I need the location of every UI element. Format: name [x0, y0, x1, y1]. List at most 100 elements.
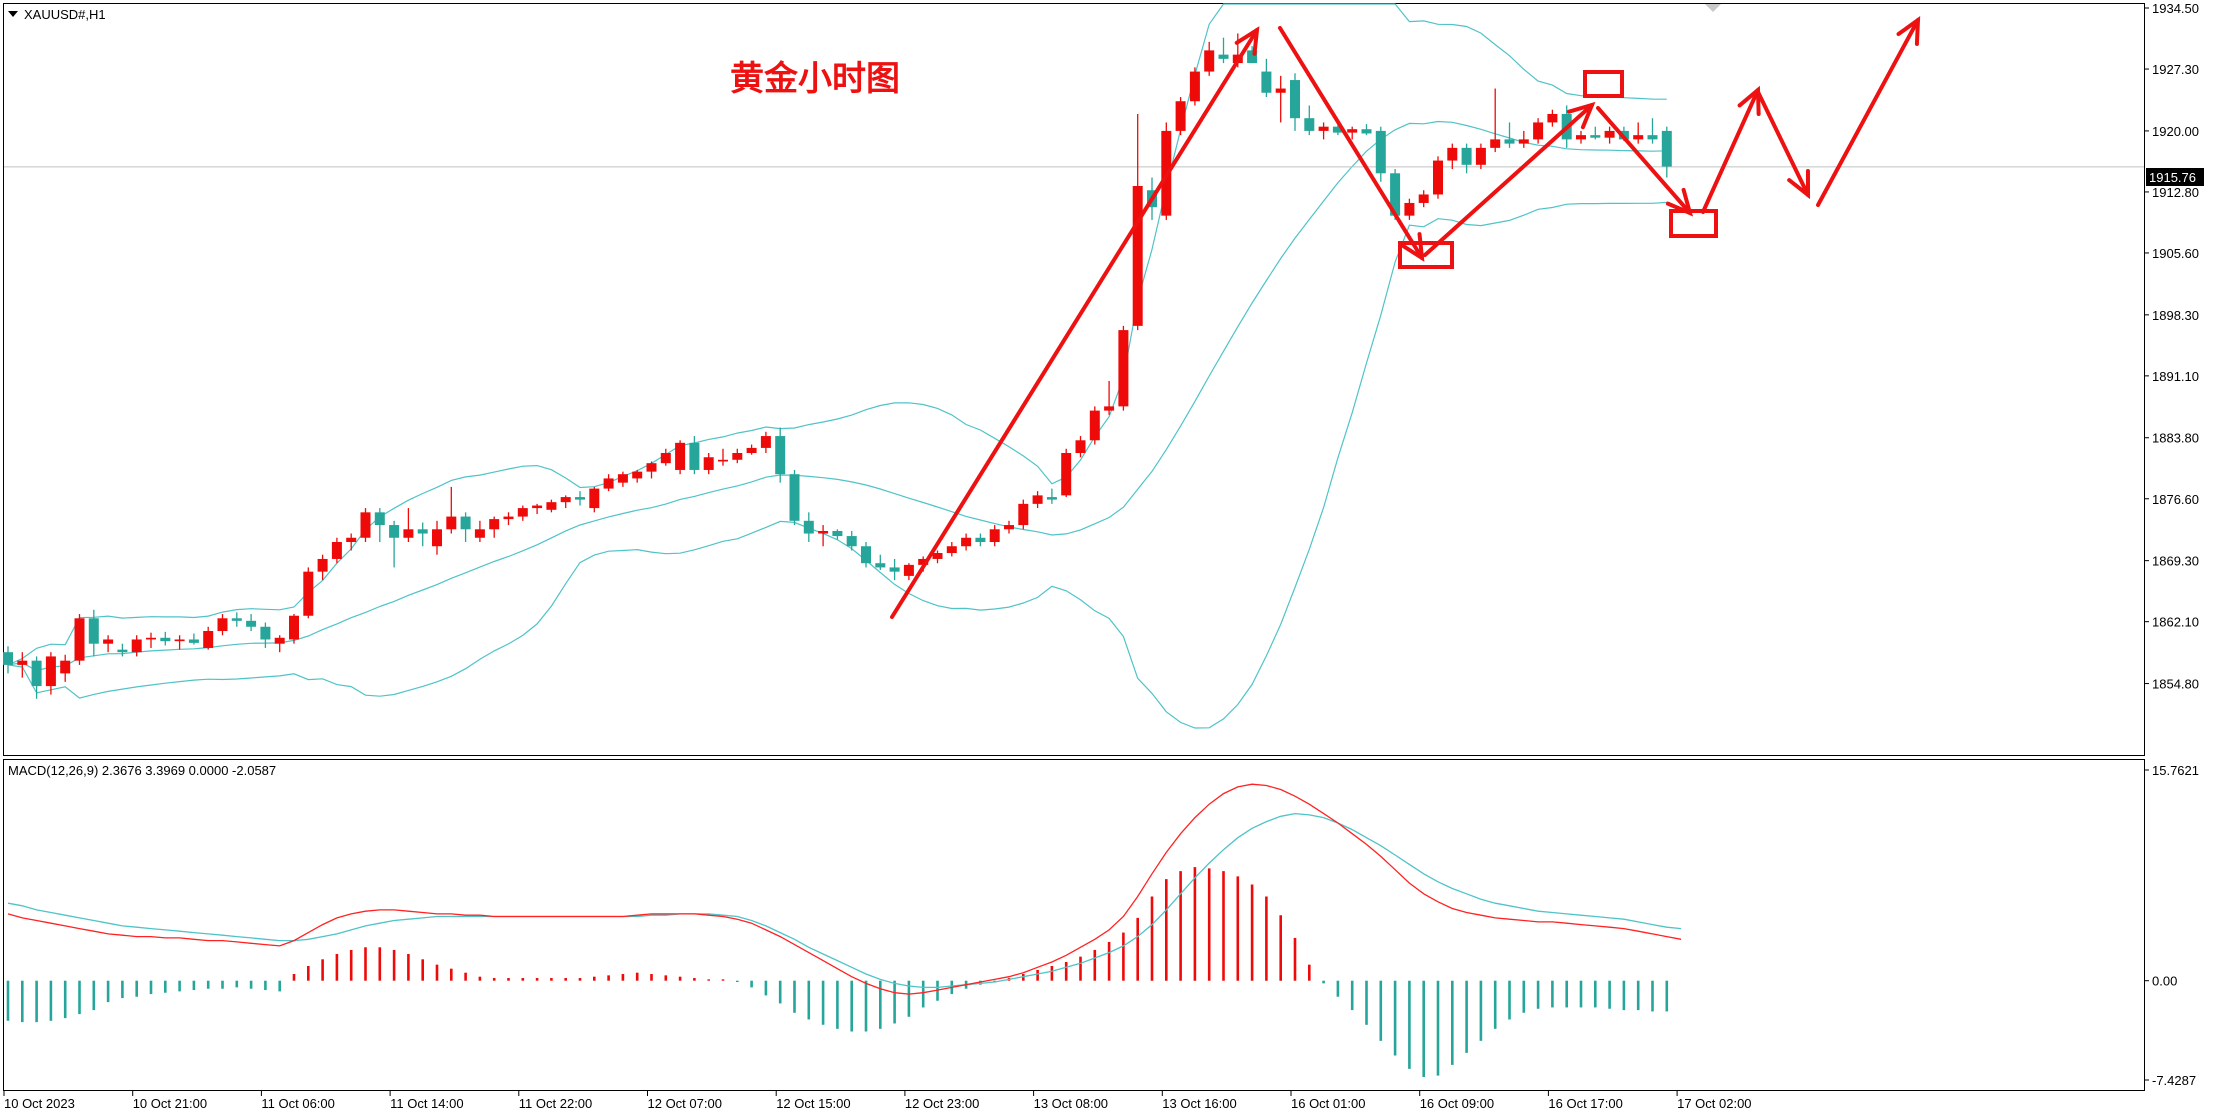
- candle-body: [1576, 135, 1586, 140]
- candle-body: [1261, 71, 1272, 93]
- x-axis-label: 11 Oct 06:00: [261, 1096, 334, 1111]
- candle-body: [432, 529, 442, 547]
- candle-body: [1189, 71, 1200, 102]
- candle-body: [632, 471, 643, 479]
- candle-body: [1132, 186, 1143, 326]
- candle-body: [1361, 129, 1372, 134]
- candle-body: [1089, 410, 1100, 441]
- candle-body: [346, 537, 357, 542]
- candle-body: [1347, 129, 1358, 133]
- low-marker-box: [1398, 241, 1454, 269]
- candle-body: [1318, 126, 1329, 131]
- candle-body: [875, 563, 886, 568]
- candle-body: [775, 436, 786, 475]
- candle-body: [1590, 135, 1601, 138]
- candle-body: [1046, 497, 1057, 500]
- candle-body: [703, 457, 714, 470]
- y-axis-label: 1934.50: [2152, 1, 2199, 16]
- candle-body: [489, 519, 500, 530]
- x-axis-label: 11 Oct 22:00: [519, 1096, 592, 1111]
- y-axis-label: 1898.30: [2152, 308, 2199, 323]
- candle-body: [117, 649, 128, 653]
- candle-body: [17, 660, 28, 665]
- macd-y-axis-label: -7.4287: [2152, 1073, 2196, 1088]
- chart-title: XAUUSD#,H1: [24, 7, 106, 22]
- candle-body: [1247, 50, 1258, 64]
- candle-body: [1661, 130, 1672, 167]
- candle-body: [746, 447, 757, 453]
- candle-body: [1175, 101, 1186, 131]
- main-layer: [3, 3, 2144, 729]
- candle-body: [460, 516, 471, 530]
- scroll-marker-icon[interactable]: [1705, 4, 1721, 12]
- x-axis-label: 13 Oct 08:00: [1034, 1096, 1108, 1111]
- candle-body: [1433, 160, 1443, 195]
- macd-panel-frame: [3, 759, 2145, 1091]
- candle-body: [1518, 139, 1529, 144]
- candle-body: [74, 618, 85, 661]
- candle-body: [360, 512, 371, 538]
- candle-body: [832, 530, 843, 537]
- main-panel-frame: [3, 3, 2145, 756]
- candle-body: [88, 618, 99, 644]
- candle-body: [961, 537, 972, 547]
- candle-body: [217, 618, 228, 631]
- candle-body: [903, 564, 914, 576]
- candle-body: [646, 463, 657, 472]
- candle-body: [45, 656, 56, 687]
- y-axis-label: 1869.30: [2152, 554, 2199, 569]
- bollinger-lower-band: [7, 201, 1667, 729]
- candle-body: [146, 637, 156, 640]
- y-axis-label: 1927.30: [2152, 62, 2199, 77]
- candle-body: [889, 567, 900, 572]
- y-axis-label: 1920.00: [2152, 124, 2199, 139]
- candle-body: [503, 516, 514, 520]
- y-axis-label: 1891.10: [2152, 369, 2199, 384]
- forecast-dip-arrow-head: [1787, 169, 1811, 200]
- candle-body: [1604, 130, 1615, 138]
- candle-body: [1075, 440, 1086, 453]
- axis-layer: 1934.50 1927.30 1920.00 1912.80 1905.60 1898.…: [3, 1, 2199, 1111]
- candle-body: [946, 546, 957, 554]
- x-axis-label: 12 Oct 23:00: [905, 1096, 979, 1111]
- rebound-arrow-head: [1566, 101, 1596, 130]
- candle-body: [1118, 330, 1129, 407]
- candle-body: [1018, 503, 1029, 526]
- candle-body: [1304, 118, 1315, 131]
- candle-body: [231, 618, 242, 621]
- candle-body: [374, 512, 385, 526]
- candle-body: [3, 652, 13, 665]
- annotation-layer: [890, 15, 1921, 619]
- candle-body: [389, 525, 400, 538]
- candle-body: [1647, 135, 1658, 140]
- candle-body: [1404, 202, 1415, 216]
- candle-body: [103, 639, 114, 644]
- up-trend-arrow: [890, 28, 1259, 619]
- candle-body: [546, 502, 557, 510]
- candle-body: [818, 530, 829, 534]
- macd-y-axis-label: 0.00: [2152, 974, 2177, 989]
- candle-body: [188, 639, 199, 643]
- chart-menu-icon[interactable]: [8, 11, 18, 17]
- bollinger-middle-band: [7, 120, 1667, 672]
- candle-body: [603, 478, 614, 489]
- candle-body: [918, 558, 929, 565]
- macd-signal-line: [7, 812, 1682, 989]
- high-marker-box: [1583, 70, 1624, 98]
- x-axis-label: 12 Oct 15:00: [776, 1096, 850, 1111]
- y-axis-label: 1876.60: [2152, 492, 2199, 507]
- x-axis-label: 11 Oct 14:00: [390, 1096, 463, 1111]
- x-axis-label: 13 Oct 16:00: [1162, 1096, 1236, 1111]
- candle-body: [975, 537, 986, 542]
- macd-layer: [6, 783, 1682, 1077]
- candle-body: [417, 529, 428, 534]
- annotation-title: 黄金小时图: [730, 59, 900, 98]
- candle-body: [1275, 88, 1286, 93]
- candle-body: [861, 546, 871, 564]
- y-axis-label: 1912.80: [2152, 185, 2199, 200]
- candle-body: [732, 453, 743, 460]
- candle-body: [932, 553, 943, 559]
- candle-body: [660, 453, 671, 464]
- candle-body: [1332, 126, 1343, 133]
- candle-body: [1290, 80, 1300, 119]
